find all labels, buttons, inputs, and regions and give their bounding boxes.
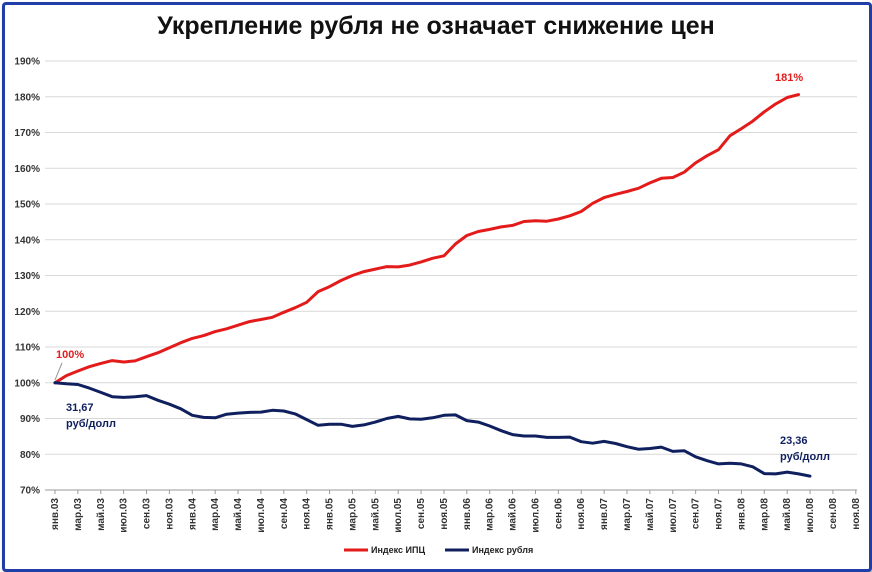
x-tick-label: ноя.07: [714, 498, 725, 530]
grid-lines: [45, 60, 857, 491]
y-tick-label: 110%: [15, 343, 40, 354]
x-tick-label: сен.03: [142, 498, 153, 530]
x-tick-label: май.04: [233, 498, 244, 531]
x-tick-label: ноя.06: [576, 498, 587, 530]
x-tick-label: ноя.08: [851, 498, 862, 530]
x-tick-label: янв.07: [599, 498, 610, 530]
x-tick-label: июл.08: [805, 498, 816, 533]
x-tick-label: мар.08: [759, 498, 770, 531]
rub-start-unit-label: руб/долл: [66, 418, 116, 430]
y-tick-label: 70%: [20, 486, 40, 497]
rub-start-value-label: 31,67: [66, 402, 94, 414]
x-tick-label: мар.03: [73, 498, 84, 531]
y-tick-label: 140%: [14, 235, 40, 246]
x-tick-label: июл.07: [668, 498, 679, 533]
x-tick-label: ноя.03: [164, 498, 175, 530]
x-tick-label: сен.08: [828, 498, 839, 530]
y-tick-label: 160%: [14, 164, 40, 175]
x-tick-label: июл.04: [256, 498, 267, 533]
x-tick-label: янв.06: [462, 498, 473, 530]
x-tick-label: сен.04: [279, 498, 290, 530]
cpi-start-leader-line: [54, 362, 63, 381]
x-tick-label: мар.06: [485, 498, 496, 531]
cpi-start-label: 100%: [56, 349, 84, 361]
ruble-series-line: [53, 381, 812, 478]
x-tick-label: май.05: [370, 498, 381, 531]
y-tick-label: 130%: [14, 271, 40, 282]
x-tick-label: май.08: [782, 498, 793, 531]
x-tick-label: июл.03: [119, 498, 130, 533]
rub-end-unit-label: руб/долл: [780, 451, 830, 463]
x-tick-label: июл.05: [393, 498, 404, 533]
x-axis-tick-labels: янв.03 мар.03 май.03 июл.03 сен.03 ноя.03 янв.…: [50, 498, 862, 533]
x-tick-label: ноя.05: [439, 498, 450, 530]
x-tick-label: май.07: [645, 498, 656, 531]
cpi-series-line: [53, 93, 801, 385]
legend: Индекс ИПЦ Индекс рубля: [344, 545, 533, 555]
rub-end-value-label: 23,36: [780, 435, 808, 447]
y-tick-label: 190%: [14, 57, 40, 68]
x-tick-label: мар.05: [347, 498, 358, 531]
x-tick-label: янв.03: [50, 498, 61, 530]
x-tick-label: май.03: [96, 498, 107, 531]
x-tick-label: мар.07: [622, 498, 633, 531]
y-tick-label: 80%: [20, 450, 40, 461]
annotations: 100% 181% 31,67 руб/долл 23,36 руб/долл: [54, 72, 830, 463]
legend-cpi-label: Индекс ИПЦ: [371, 545, 425, 555]
x-tick-label: ноя.04: [302, 498, 313, 530]
chart-title: Укрепление рубля не означает снижение це…: [157, 12, 715, 40]
y-tick-label: 170%: [14, 128, 40, 139]
cpi-end-label: 181%: [775, 72, 803, 84]
y-tick-label: 100%: [14, 378, 40, 389]
y-tick-label: 180%: [14, 92, 40, 103]
x-tick-label: янв.08: [736, 498, 747, 530]
x-tick-label: июл.06: [530, 498, 541, 533]
x-tick-label: янв.04: [187, 498, 198, 530]
y-tick-label: 150%: [14, 200, 40, 211]
y-axis-tick-labels: 70% 80% 90% 100% 110% 120% 130% 140% 150% 160% 170…: [14, 57, 40, 497]
x-tick-label: май.06: [508, 498, 519, 531]
series-lines: [53, 93, 812, 478]
x-tick-label: сен.05: [416, 498, 427, 530]
legend-rub-label: Индекс рубля: [472, 545, 533, 555]
x-tick-label: сен.07: [691, 498, 702, 530]
x-tick-label: мар.04: [210, 498, 221, 531]
x-axis: [54, 490, 857, 494]
x-tick-label: сен.06: [553, 498, 564, 530]
y-tick-label: 120%: [14, 307, 40, 318]
x-tick-label: янв.05: [325, 498, 336, 530]
y-tick-label: 90%: [20, 414, 40, 425]
